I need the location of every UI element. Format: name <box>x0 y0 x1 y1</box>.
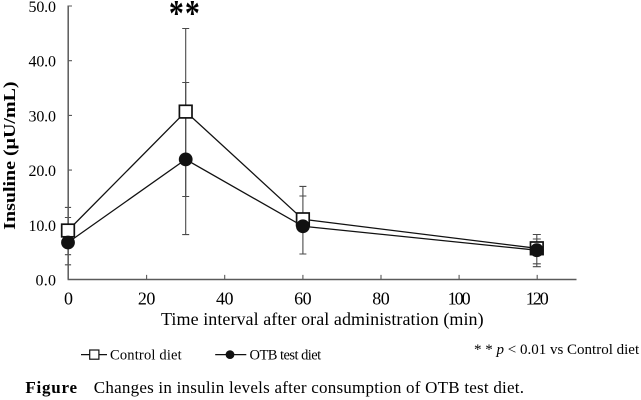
svg-text:60: 60 <box>294 288 312 308</box>
svg-text:**: ** <box>169 0 201 34</box>
svg-text:* * p < 0.01 vs Control diet: * * p < 0.01 vs Control diet <box>474 342 640 358</box>
svg-text:Insuline (μU/mL): Insuline (μU/mL) <box>0 81 19 229</box>
svg-text:Control diet: Control diet <box>110 347 182 363</box>
svg-text:40.0: 40.0 <box>29 54 57 71</box>
svg-text:80: 80 <box>372 288 390 308</box>
svg-text:OTB test diet: OTB test diet <box>250 347 322 363</box>
svg-text:30.0: 30.0 <box>29 108 57 125</box>
svg-text:0.0: 0.0 <box>36 273 57 290</box>
svg-text:Figure: Figure <box>25 378 77 397</box>
svg-text:10.0: 10.0 <box>29 218 57 235</box>
svg-text:20: 20 <box>138 288 156 308</box>
svg-text:100: 100 <box>448 288 471 308</box>
svg-text:120: 120 <box>526 288 549 308</box>
svg-text:0: 0 <box>64 288 73 308</box>
svg-text:50.0: 50.0 <box>29 0 57 16</box>
svg-text:20.0: 20.0 <box>29 163 57 180</box>
svg-text:Time interval after oral admin: Time interval after oral administration … <box>161 309 484 330</box>
svg-text:Changes in insulin levels afte: Changes in insulin levels after consumpt… <box>94 378 524 397</box>
svg-text:40: 40 <box>216 288 234 308</box>
